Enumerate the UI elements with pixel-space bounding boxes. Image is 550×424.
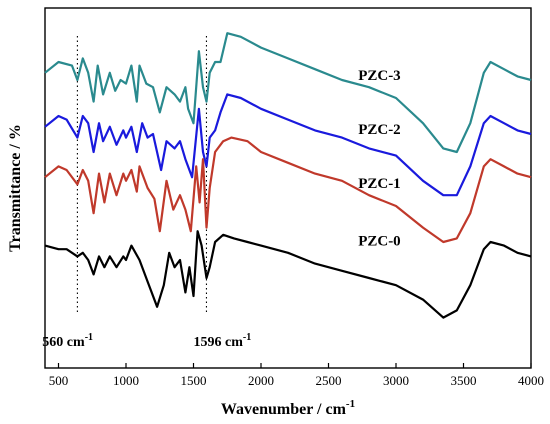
series-label-pzc-3: PZC-3 [358, 68, 401, 84]
annotation-group: 560 cm-1 1596 cm-1 [42, 36, 251, 350]
series-line-pzc-0 [44, 230, 532, 319]
series-label-group: PZC-3 PZC-2 PZC-1 PZC-0 [358, 68, 401, 250]
x-tick-label: 3500 [451, 373, 477, 388]
y-axis-label: Transmittance / % [7, 124, 24, 252]
series-label-pzc-2: PZC-2 [358, 122, 401, 138]
series-group [44, 32, 532, 319]
x-axis-label-text: Wavenumber / cm [221, 401, 347, 418]
series-label-pzc-0: PZC-0 [358, 234, 401, 250]
annotation-label-text: 1596 cm [194, 335, 244, 350]
x-tick-label: 2500 [316, 373, 342, 388]
series-line-pzc-2 [44, 93, 532, 197]
x-tick-label: 2000 [248, 373, 274, 388]
x-axis-label-sup: -1 [346, 398, 355, 410]
annotation-label: 560 cm-1 [42, 332, 93, 350]
plot-area [44, 7, 532, 369]
x-tick-label: 4000 [518, 373, 544, 388]
annotation-label-sup: -1 [243, 332, 251, 343]
series-line-pzc-1 [44, 136, 532, 244]
x-tick-label: 1000 [113, 373, 139, 388]
x-tick-label: 500 [49, 373, 69, 388]
x-axis-label: Wavenumber / cm-1 [221, 398, 355, 418]
annotation-label: 1596 cm-1 [194, 332, 252, 350]
x-tick-label: 3000 [383, 373, 409, 388]
annotation-label-text: 560 cm [42, 335, 85, 350]
series-line-pzc-3 [44, 32, 532, 154]
x-tick-label: 1500 [181, 373, 207, 388]
annotation-label-sup: -1 [85, 332, 93, 343]
x-axis-ticks: 500 1000 1500 2000 2500 3000 3500 4000 [49, 363, 544, 388]
series-label-pzc-1: PZC-1 [358, 176, 401, 192]
